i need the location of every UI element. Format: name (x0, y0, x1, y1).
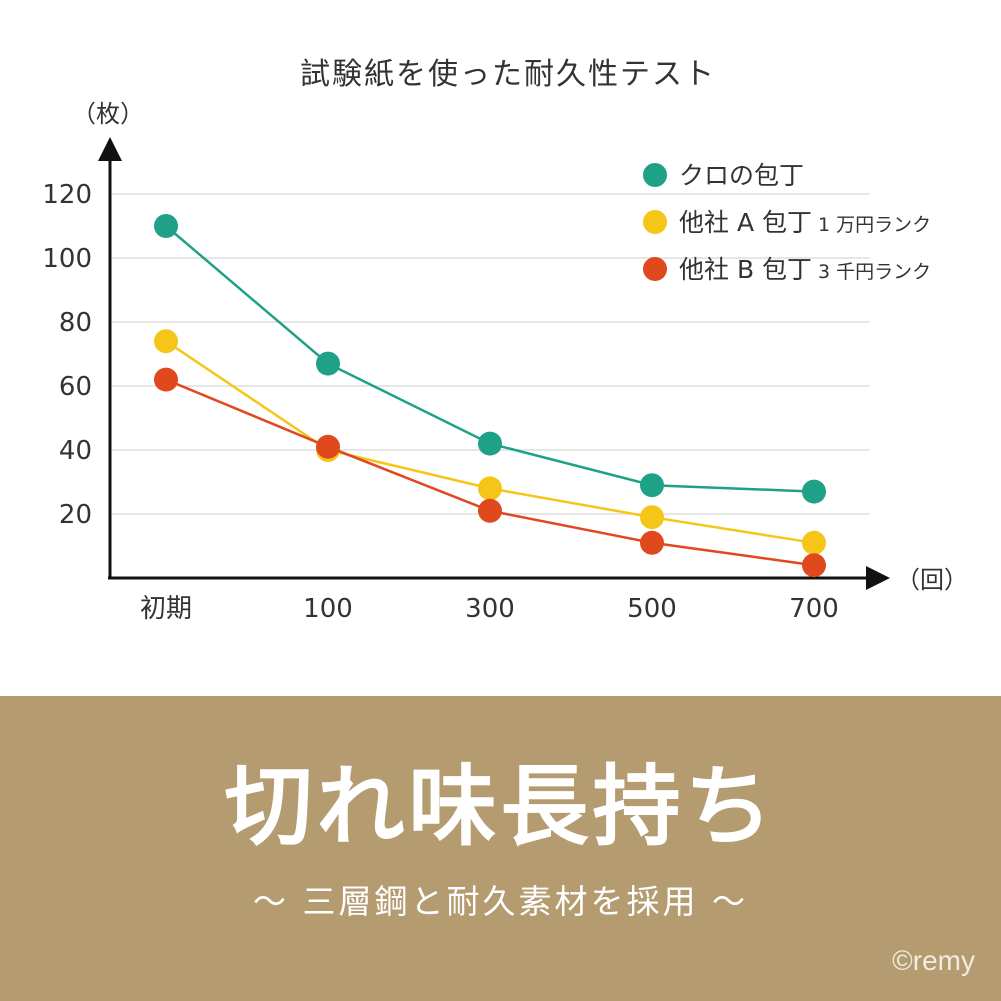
x-tick-label: 100 (303, 594, 353, 624)
y-tick-labels: 20 40 60 80 100 120 (42, 180, 92, 530)
y-tick-label: 100 (42, 244, 92, 274)
data-point (478, 431, 502, 456)
copyright-text: ©remy (892, 945, 975, 976)
legend-marker (643, 257, 667, 281)
x-tick-label: 700 (789, 594, 839, 624)
data-point (478, 498, 502, 523)
legend-note: 3 千円ランク (818, 261, 931, 283)
y-axis-unit-label: （枚） (72, 100, 144, 128)
x-axis-unit-label: （回） (896, 566, 968, 594)
series-layer (154, 214, 826, 578)
data-point (802, 553, 826, 578)
chart-area: 試験紙を使った耐久性テスト （枚） （回） 20 40 60 80 100 120 初期 1… (42, 57, 968, 624)
legend-label: 他社 A 包丁 (679, 208, 812, 237)
data-point (154, 329, 178, 354)
data-point (640, 530, 664, 555)
series-0 (154, 214, 826, 504)
data-point (802, 530, 826, 555)
legend-item: 他社 B 包丁 3 千円ランク (643, 255, 931, 284)
legend-item: 他社 A 包丁 1 万円ランク (643, 208, 931, 237)
gridlines (112, 193, 870, 515)
x-tick-label: 300 (465, 594, 515, 624)
data-point (640, 505, 664, 530)
x-tick-label: 500 (627, 594, 677, 624)
data-point (640, 473, 664, 498)
y-tick-label: 120 (42, 180, 92, 210)
banner-headline: 切れ味長持ち (224, 755, 777, 858)
x-tick-labels: 初期 100 300 500 700 (140, 594, 839, 624)
data-point (316, 351, 340, 376)
banner-subline: 〜 三層鋼と耐久素材を採用 〜 (253, 882, 748, 921)
x-axis-arrow-icon (866, 566, 890, 590)
y-tick-label: 20 (59, 500, 92, 530)
y-tick-label: 60 (59, 372, 92, 402)
y-axis-arrow-icon (98, 137, 122, 161)
data-point (154, 214, 178, 238)
feature-banner: 切れ味長持ち 〜 三層鋼と耐久素材を採用 〜 ©remy (0, 696, 1001, 1001)
x-tick-label: 初期 (140, 594, 192, 624)
y-tick-label: 80 (59, 308, 92, 338)
axes (98, 137, 890, 590)
legend-label: 他社 B 包丁 (679, 255, 812, 284)
data-point (154, 367, 178, 392)
data-point (316, 434, 340, 459)
data-point (802, 479, 826, 504)
legend-marker (643, 210, 667, 234)
line-chart: 試験紙を使った耐久性テスト （枚） （回） 20 40 60 80 100 120 初期 1… (42, 57, 968, 624)
legend-marker (643, 163, 667, 187)
data-point (478, 476, 502, 501)
chart-title: 試験紙を使った耐久性テスト (300, 57, 716, 92)
legend-note: 1 万円ランク (818, 214, 931, 236)
legend-item: クロの包丁 (643, 161, 804, 190)
y-tick-label: 40 (59, 436, 92, 466)
series-2 (154, 367, 826, 578)
legend-label: クロの包丁 (679, 161, 804, 190)
